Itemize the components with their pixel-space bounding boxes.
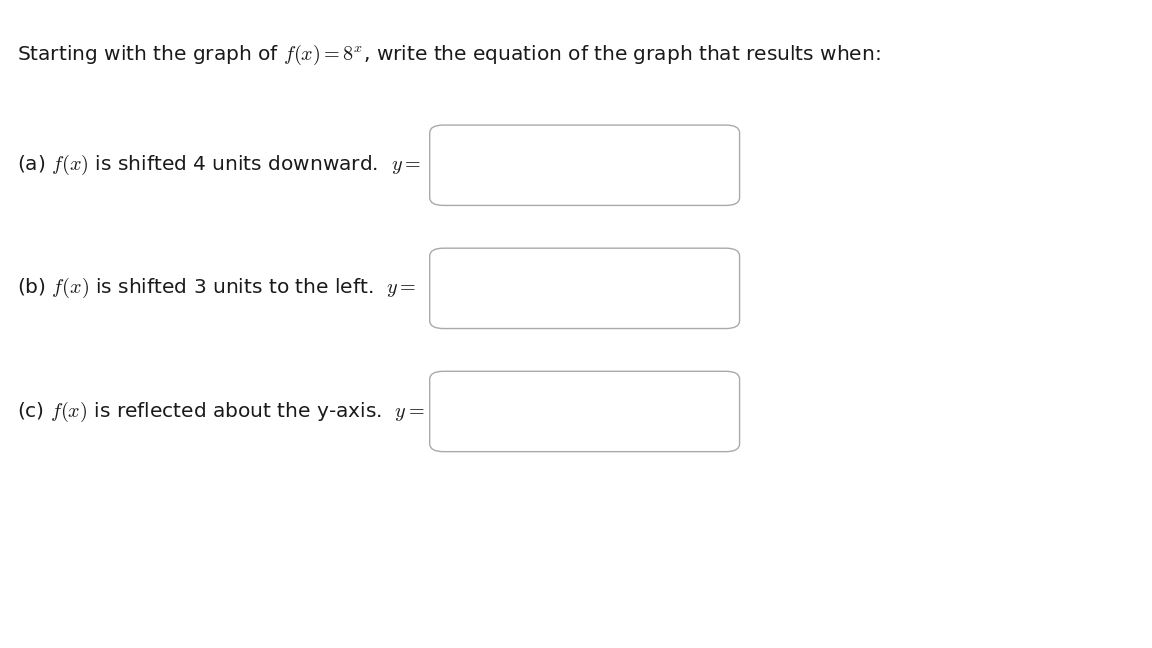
FancyBboxPatch shape <box>430 371 740 452</box>
Text: Starting with the graph of $f(x) = 8^x$, write the equation of the graph that re: Starting with the graph of $f(x) = 8^x$,… <box>17 43 881 67</box>
FancyBboxPatch shape <box>430 248 740 329</box>
Text: (b) $f(x)$ is shifted 3 units to the left.  $y =$: (b) $f(x)$ is shifted 3 units to the lef… <box>17 276 417 301</box>
Text: (a) $f(x)$ is shifted 4 units downward.  $y =$: (a) $f(x)$ is shifted 4 units downward. … <box>17 153 422 178</box>
Text: (c) $f(x)$ is reflected about the y-axis.  $y =$: (c) $f(x)$ is reflected about the y-axis… <box>17 399 425 424</box>
FancyBboxPatch shape <box>430 125 740 205</box>
